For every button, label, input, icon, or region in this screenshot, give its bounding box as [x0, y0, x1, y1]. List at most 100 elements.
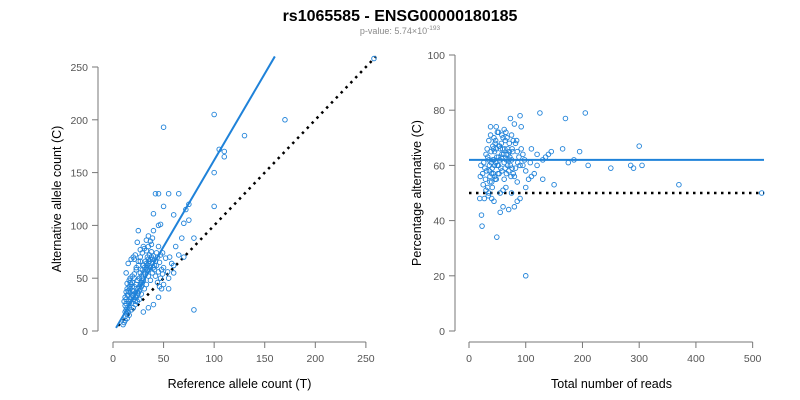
data-point	[133, 264, 140, 271]
data-point	[122, 309, 128, 315]
data-point	[585, 162, 591, 169]
data-point	[155, 294, 162, 300]
data-point	[508, 190, 515, 196]
data-point	[499, 151, 505, 158]
data-point	[485, 193, 492, 199]
data-point	[160, 124, 167, 130]
data-point	[128, 281, 134, 288]
data-point	[150, 227, 157, 234]
data-point	[499, 168, 505, 174]
data-point	[165, 286, 172, 292]
data-point	[521, 157, 528, 163]
data-point	[487, 132, 494, 138]
data-point	[506, 140, 513, 147]
data-point	[491, 135, 497, 141]
data-point	[477, 195, 483, 202]
data-point	[507, 115, 514, 122]
x-tick-label: 200	[307, 353, 325, 365]
y-axis-label: Percentage alternative (C)	[410, 120, 424, 266]
y-tick-label: 40	[433, 216, 445, 228]
x-tick-label: 100	[205, 353, 223, 365]
data-point	[522, 184, 529, 191]
data-point	[508, 132, 515, 138]
data-point	[371, 55, 377, 62]
x-tick-label: 250	[357, 353, 375, 365]
y-tick-label: 250	[70, 62, 88, 74]
y-tick-label: 200	[70, 115, 88, 127]
data-point	[158, 286, 165, 292]
data-point	[491, 198, 497, 205]
data-point	[542, 154, 549, 160]
data-point	[534, 162, 540, 169]
data-point	[478, 162, 484, 169]
data-point	[152, 190, 159, 197]
data-point	[512, 165, 519, 171]
data-point	[172, 243, 179, 250]
data-point	[540, 176, 546, 182]
data-point	[143, 281, 150, 288]
x-tick-label: 100	[517, 353, 535, 365]
data-point	[126, 300, 132, 307]
data-point	[501, 176, 507, 182]
data-point	[507, 154, 513, 160]
p-value-exponent: -193	[427, 25, 440, 32]
data-point	[531, 170, 537, 177]
data-point	[496, 157, 503, 163]
data-point	[133, 267, 140, 273]
data-point	[170, 262, 177, 269]
data-point	[211, 169, 217, 176]
data-point	[159, 271, 166, 277]
data-point	[537, 110, 543, 116]
data-point	[160, 281, 167, 288]
data-point	[492, 137, 499, 144]
data-point	[164, 269, 171, 275]
x-tick-label: 0	[466, 353, 472, 365]
data-point	[179, 235, 185, 241]
data-point	[627, 162, 634, 169]
data-point	[520, 162, 526, 169]
data-point	[135, 290, 142, 296]
data-point	[491, 148, 498, 155]
data-point	[135, 258, 142, 265]
data-point	[513, 137, 520, 144]
data-point	[507, 162, 514, 169]
data-point	[140, 309, 147, 315]
data-point	[155, 243, 162, 250]
data-point	[482, 165, 488, 171]
data-point	[166, 254, 173, 260]
data-point	[148, 254, 155, 260]
data-point	[490, 146, 497, 152]
data-point	[540, 157, 546, 163]
data-point	[551, 181, 557, 188]
data-point	[137, 254, 144, 260]
data-point	[155, 222, 162, 229]
x-tick-label: 300	[630, 353, 648, 365]
data-point	[509, 165, 515, 171]
data-point	[165, 275, 172, 281]
data-point	[191, 235, 197, 241]
data-point	[221, 154, 228, 160]
data-point	[483, 187, 489, 193]
data-point	[545, 151, 552, 158]
data-point	[499, 132, 505, 138]
data-point	[522, 273, 529, 279]
data-point	[488, 179, 495, 185]
data-point	[582, 110, 589, 116]
data-point	[676, 181, 682, 188]
x-tick-label: 400	[687, 353, 705, 365]
data-point	[282, 117, 288, 123]
data-point	[636, 143, 642, 149]
data-point	[478, 212, 485, 218]
data-point	[211, 111, 217, 118]
y-tick-label: 20	[433, 271, 445, 283]
x-axis-label: Total number of reads	[551, 377, 672, 391]
data-point	[528, 173, 535, 180]
data-point	[534, 151, 540, 158]
data-point	[484, 146, 490, 152]
data-point	[494, 154, 500, 160]
data-point	[509, 148, 516, 155]
data-point	[495, 170, 501, 177]
data-point	[505, 157, 512, 163]
data-point	[522, 168, 529, 174]
data-point	[487, 124, 494, 130]
